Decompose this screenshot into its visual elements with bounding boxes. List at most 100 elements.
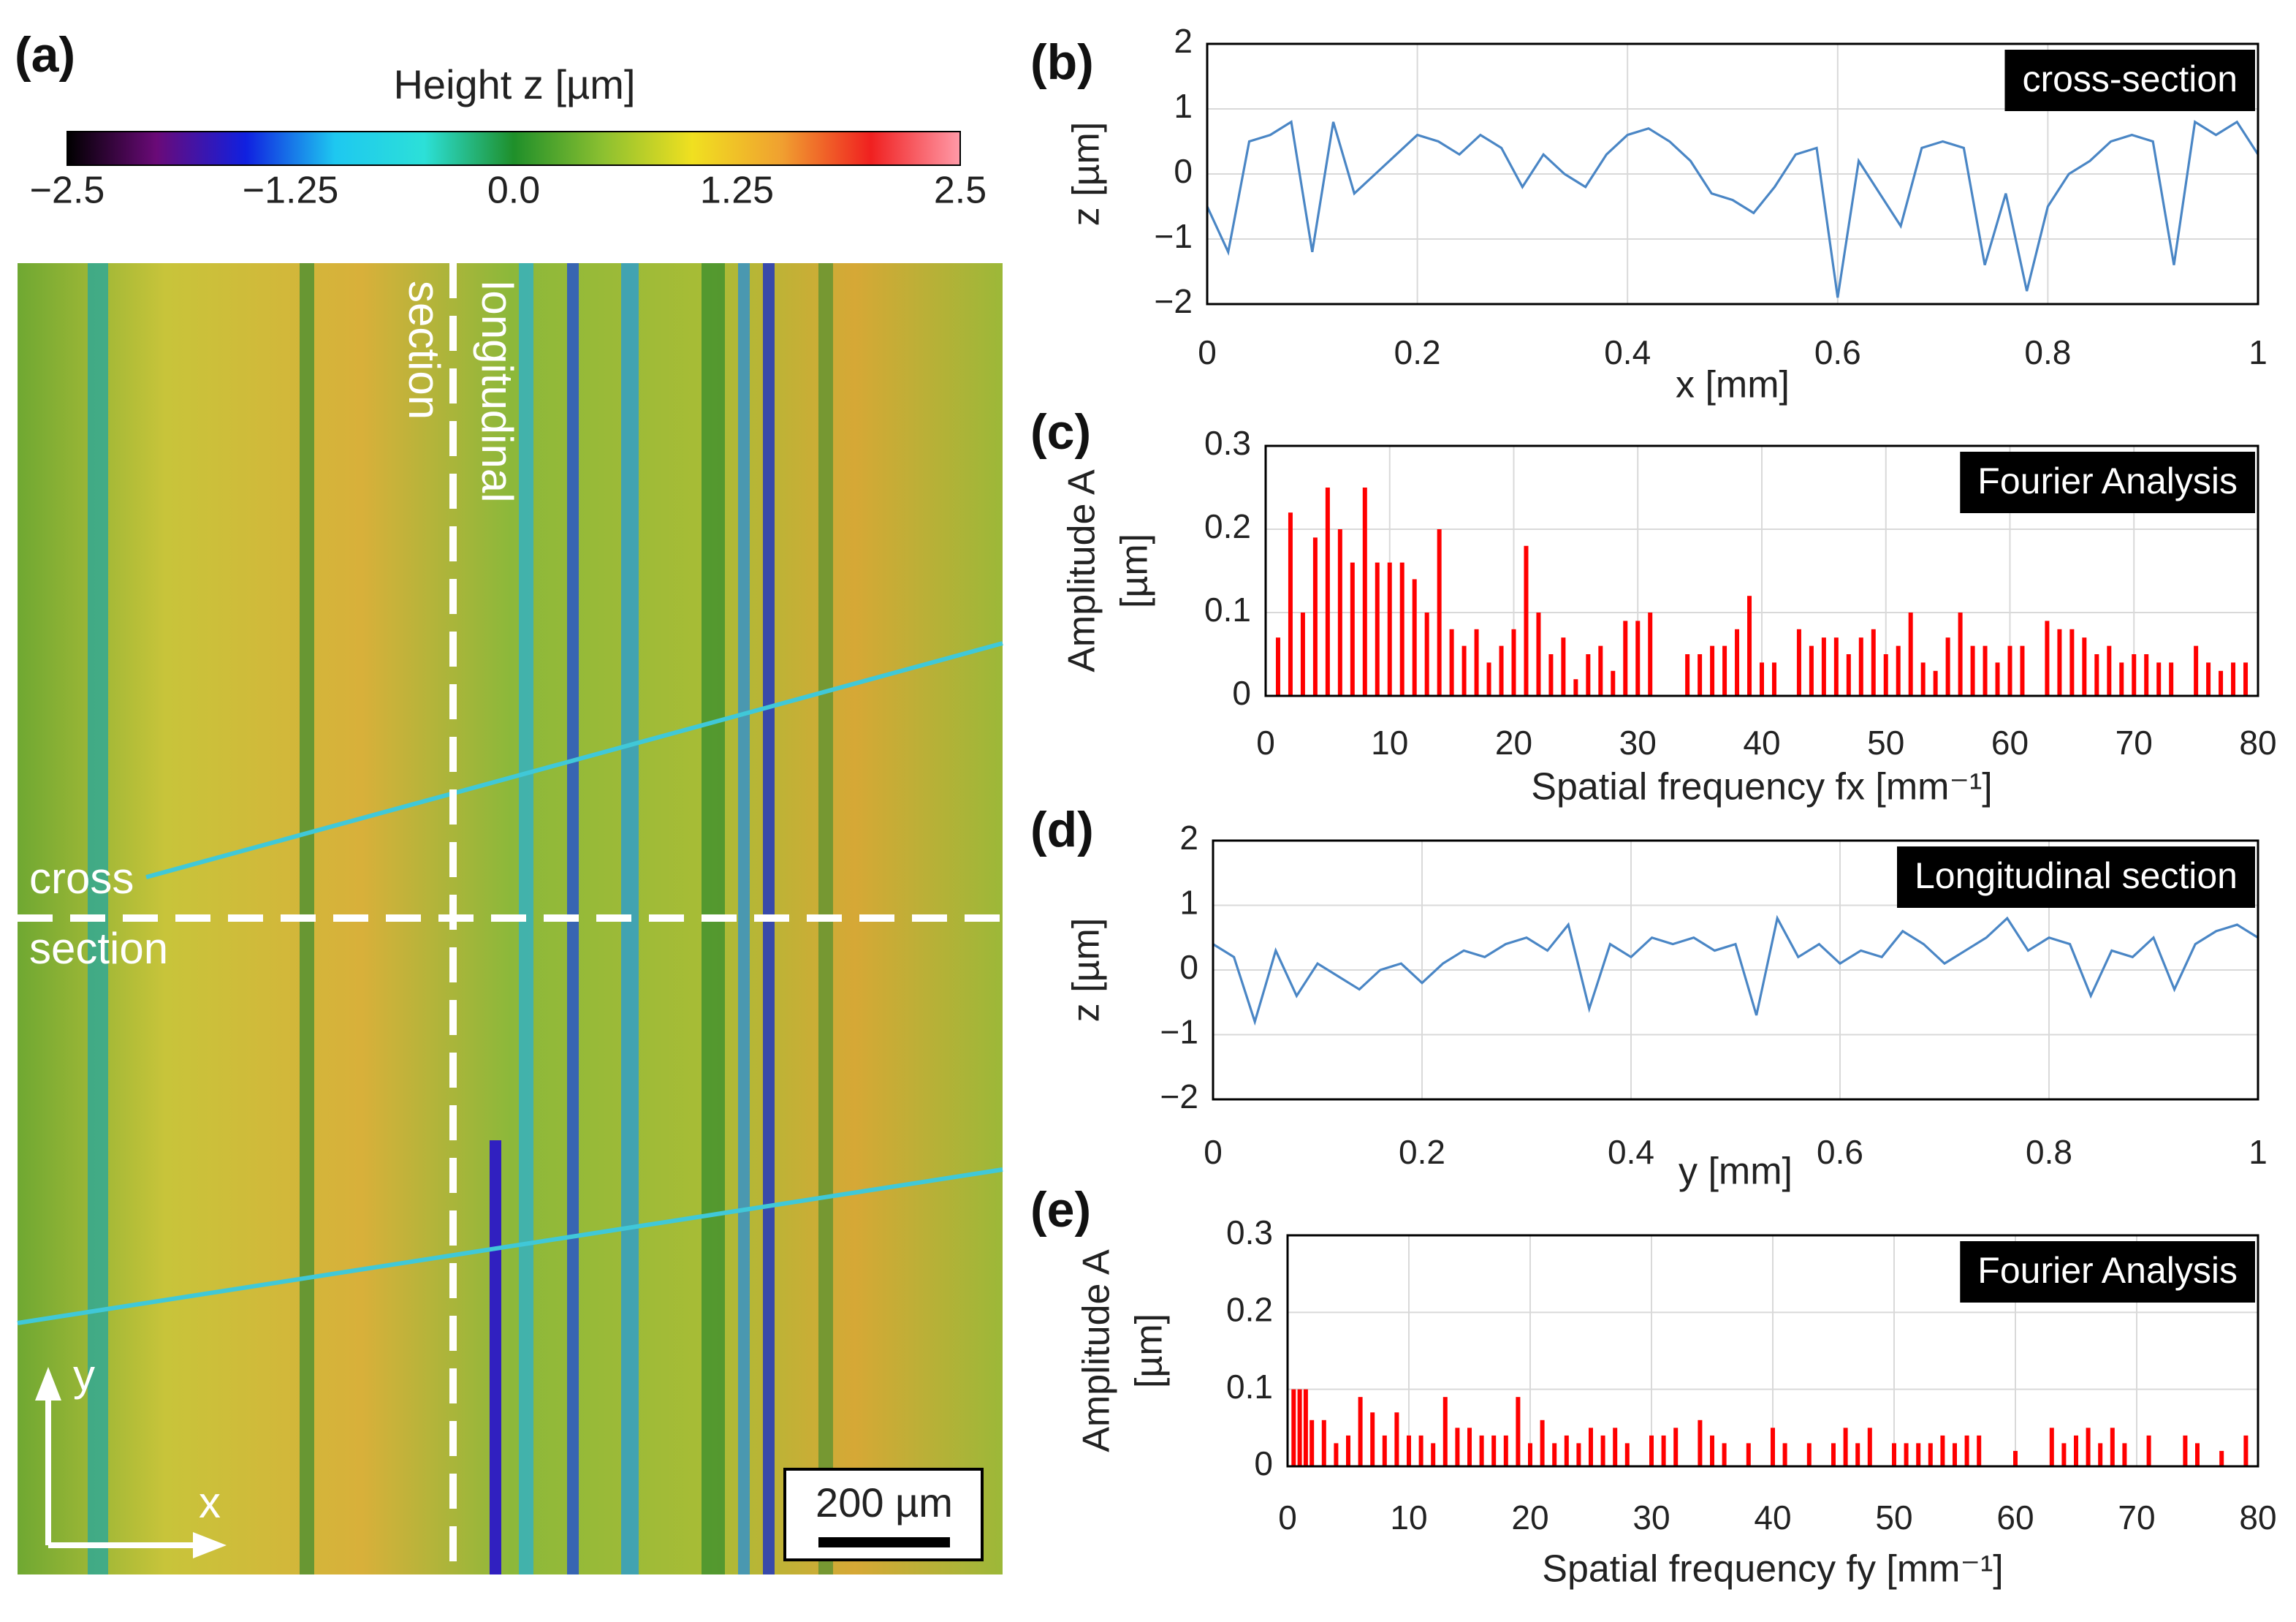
bar [1561, 637, 1566, 696]
bar [2206, 662, 2211, 696]
bar [2122, 1443, 2127, 1466]
bar [2119, 662, 2124, 696]
bar [1418, 1435, 1423, 1466]
bar [1437, 529, 1442, 696]
y-tick-label: 1 [1174, 87, 1193, 125]
bar [1431, 1443, 1436, 1466]
bar [2132, 654, 2137, 696]
x-tick-label: 30 [1632, 1498, 1670, 1536]
bar [1831, 1443, 1836, 1466]
bar [1350, 562, 1355, 696]
bar [1722, 645, 1727, 696]
bar [1846, 654, 1851, 696]
x-axis-label: y [mm] [1679, 1151, 1793, 1193]
y-tick-label: −1 [1160, 1013, 1198, 1051]
annotation: cross-section [2022, 58, 2238, 99]
bar [1843, 1428, 1848, 1466]
bar [1288, 512, 1293, 696]
bar [1573, 679, 1578, 696]
x-tick-label: 80 [2239, 724, 2276, 762]
colorbar-tick-label: −2.5 [30, 170, 105, 212]
bar [1928, 1443, 1933, 1466]
bar [2045, 621, 2050, 696]
bar [1958, 613, 1963, 696]
bar [1552, 1443, 1557, 1466]
bar [1871, 629, 1876, 696]
bar [1312, 537, 1318, 696]
bar [1467, 1428, 1472, 1466]
bar [1806, 1443, 1812, 1466]
bar [2069, 629, 2075, 696]
y-tick-label: 0 [1174, 152, 1193, 190]
bar [1858, 637, 1863, 696]
x-tick-label: 0.6 [1817, 1133, 1863, 1171]
x-tick-label: 40 [1743, 724, 1780, 762]
bar [1586, 654, 1591, 696]
x-tick-label: 60 [1996, 1498, 2034, 1536]
bar [1300, 613, 1305, 696]
bar [1516, 1397, 1521, 1466]
y-tick-label: 0 [1254, 1444, 1273, 1482]
bar [1524, 545, 1529, 696]
x-axis-label: Spatial frequency fy [mm⁻¹] [1542, 1548, 2003, 1591]
annotation: Fourier Analysis [1977, 461, 2238, 501]
plot-frame [1264, 444, 2259, 697]
panel-label: (c) [1030, 404, 1091, 460]
bar [1855, 1443, 1860, 1466]
bar [1945, 637, 1950, 696]
bar [1940, 1435, 1945, 1466]
bar [1511, 629, 1516, 696]
bar [1399, 562, 1404, 696]
section-label: longitudinal [473, 281, 522, 503]
bar [1303, 1389, 1308, 1466]
annotation-box [2004, 50, 2255, 111]
bar [2049, 1428, 2054, 1466]
x-tick-label: 0.4 [1604, 333, 1651, 371]
annotation-box [1960, 1241, 2255, 1303]
bar [1883, 654, 1888, 696]
bar [2219, 670, 2224, 696]
colorbar [66, 131, 961, 166]
bar [2013, 1450, 2018, 1466]
panel-label: (d) [1030, 802, 1094, 857]
y-axis-label: z [µm] [1065, 122, 1108, 227]
x-tick-label: 1 [2249, 333, 2268, 371]
y-tick-label: −2 [1155, 282, 1193, 320]
bar [1896, 645, 1901, 696]
bar [1387, 562, 1392, 696]
x-tick-label: 0 [1204, 1133, 1223, 1171]
colorbar-tick-label: 0.0 [487, 170, 540, 212]
bar [1821, 637, 1826, 696]
bar [1809, 645, 1814, 696]
bar [1977, 1435, 1982, 1466]
section-label: section [29, 924, 168, 973]
bar [1442, 1397, 1448, 1466]
y-axis-label: z [µm] [1065, 918, 1108, 1023]
x-tick-label: 20 [1495, 724, 1532, 762]
bar [2098, 1443, 2103, 1466]
bar [1624, 1443, 1630, 1466]
x-tick-label: 50 [1867, 724, 1904, 762]
bar [1916, 1443, 1921, 1466]
x-tick-label: 10 [1371, 724, 1408, 762]
bar [2194, 645, 2199, 696]
bar [2183, 1435, 2188, 1466]
y-tick-label: 0.2 [1226, 1290, 1273, 1328]
x-tick-label: 20 [1511, 1498, 1548, 1536]
line [1206, 120, 2259, 298]
bar [1407, 1435, 1411, 1466]
x-tick-label: 50 [1875, 1498, 1912, 1536]
bar [1275, 637, 1280, 696]
bar [1953, 1443, 1957, 1466]
colorbar-tick-label: 1.25 [700, 170, 774, 212]
bar [2156, 662, 2162, 696]
x-tick-label: 30 [1619, 724, 1657, 762]
bar [1920, 662, 1926, 696]
bar [2146, 1435, 2151, 1466]
bar [1892, 1443, 1896, 1466]
bar [1503, 1435, 1508, 1466]
bar [1528, 1443, 1532, 1466]
bar [1698, 1420, 1703, 1466]
bar [2195, 1443, 2200, 1466]
